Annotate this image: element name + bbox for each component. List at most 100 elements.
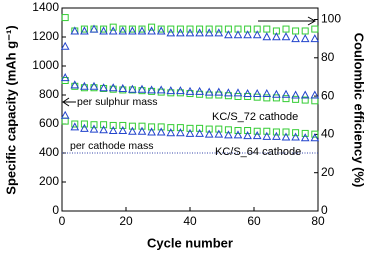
data-point xyxy=(281,32,291,41)
data-point xyxy=(272,89,281,98)
data-point xyxy=(108,26,118,35)
arrow-head xyxy=(307,16,317,26)
data-point xyxy=(224,30,233,39)
y-tick-label: 1000 xyxy=(32,58,59,72)
data-point xyxy=(119,121,127,129)
data-point xyxy=(195,28,204,37)
data-point xyxy=(300,133,310,142)
legend-label: KC/S_72 cathode xyxy=(212,111,298,123)
data-point xyxy=(176,128,185,137)
data-point xyxy=(138,25,146,33)
data-point xyxy=(282,128,290,136)
data-point xyxy=(282,95,290,103)
data-point xyxy=(61,117,69,125)
data-point xyxy=(272,94,280,102)
x-tick-label: 0 xyxy=(59,214,66,228)
data-point xyxy=(272,131,281,140)
data-point xyxy=(262,32,272,41)
data-point xyxy=(186,124,194,132)
data-point xyxy=(215,125,223,133)
data-point xyxy=(167,124,175,132)
data-point xyxy=(252,131,262,140)
data-point xyxy=(118,83,128,92)
data-point xyxy=(195,128,204,137)
y-tick-label: 600 xyxy=(39,116,59,130)
data-point xyxy=(80,25,88,33)
data-point xyxy=(233,30,243,39)
data-point xyxy=(204,28,214,37)
data-point xyxy=(60,73,70,82)
data-point xyxy=(263,94,271,102)
data-point xyxy=(90,121,98,129)
data-point xyxy=(109,121,117,129)
data-point xyxy=(89,24,99,33)
data-point xyxy=(157,25,165,33)
data-point xyxy=(119,25,127,33)
data-point xyxy=(253,127,261,135)
data-point xyxy=(262,131,272,140)
y2-tick-label: 20 xyxy=(321,165,335,179)
x-axis-label: Cycle number xyxy=(147,235,233,250)
x-tick-label: 60 xyxy=(247,214,261,228)
data-point xyxy=(60,41,70,50)
data-point xyxy=(282,25,290,33)
data-point xyxy=(176,124,184,132)
data-point xyxy=(214,129,224,138)
data-point xyxy=(300,90,310,99)
data-point xyxy=(262,88,272,98)
data-point xyxy=(128,86,136,94)
y-tick-label: 1200 xyxy=(32,29,59,43)
data-point xyxy=(138,122,146,130)
data-point xyxy=(176,86,185,95)
data-point xyxy=(70,122,80,131)
data-point xyxy=(263,127,271,135)
y-tick-label: 200 xyxy=(39,174,59,188)
data-point xyxy=(243,88,252,98)
data-point xyxy=(185,28,195,37)
data-point xyxy=(80,123,89,132)
data-point xyxy=(196,124,204,132)
data-point xyxy=(156,127,166,136)
data-point xyxy=(128,26,137,35)
data-point xyxy=(70,26,80,35)
data-point xyxy=(196,25,204,33)
data-point xyxy=(253,93,261,101)
data-point xyxy=(60,110,70,119)
data-point xyxy=(128,25,136,33)
data-point xyxy=(272,128,280,136)
y2-tick-label: 40 xyxy=(321,127,335,141)
y-tick-label: 400 xyxy=(39,145,59,159)
data-point xyxy=(156,85,166,94)
data-point xyxy=(100,25,108,33)
data-point xyxy=(99,83,108,92)
data-point xyxy=(109,23,117,31)
data-point xyxy=(186,25,194,33)
data-point xyxy=(137,84,147,93)
data-point xyxy=(214,87,224,96)
x-tick-label: 40 xyxy=(183,214,197,228)
data-point xyxy=(205,125,213,133)
data-point xyxy=(310,34,320,43)
data-point xyxy=(128,84,137,93)
data-point xyxy=(166,86,176,95)
data-point xyxy=(61,14,69,22)
data-point xyxy=(99,26,108,35)
data-point xyxy=(204,87,214,96)
data-point xyxy=(80,26,89,35)
data-point xyxy=(263,25,271,33)
data-point xyxy=(281,132,291,141)
data-point xyxy=(292,95,300,103)
data-point xyxy=(108,125,118,135)
data-point xyxy=(118,125,128,135)
data-point xyxy=(234,127,242,135)
data-point xyxy=(176,28,185,37)
data-point xyxy=(147,127,156,136)
data-point xyxy=(301,129,309,137)
data-point xyxy=(233,130,243,139)
data-point xyxy=(291,90,300,99)
data-point xyxy=(311,97,319,105)
data-point xyxy=(204,129,214,138)
data-point xyxy=(157,123,165,131)
y-tick-label: 0 xyxy=(52,203,59,217)
